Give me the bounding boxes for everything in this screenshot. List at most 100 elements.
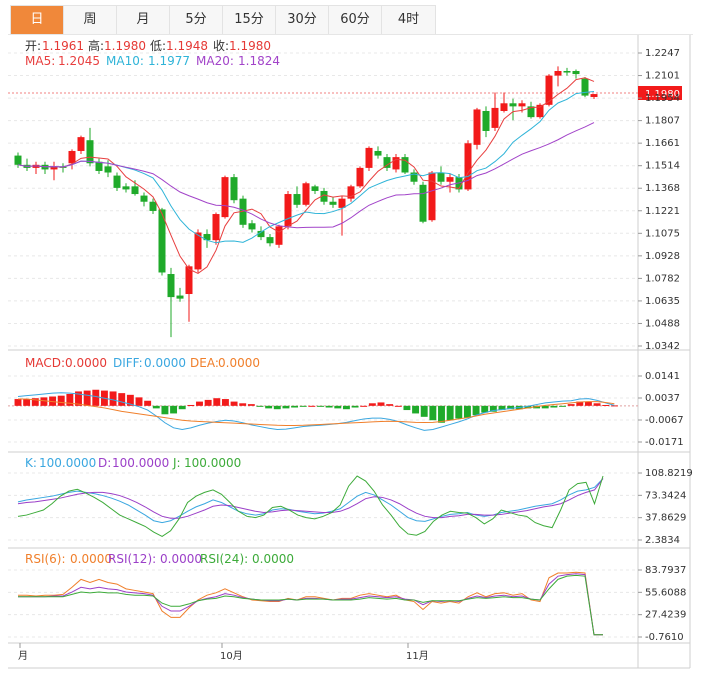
macd-bar [247,404,255,406]
candle-body [410,172,418,182]
low-label: 低: [150,39,166,53]
pane-frames [8,35,691,669]
d-line [17,478,604,519]
tab-month[interactable]: 月 [117,6,170,34]
macd-bar [118,393,126,406]
macd-value: 0.0000 [65,356,107,370]
price-axis-tick-label: 1.0635 [645,296,680,307]
close-label: 收: [213,39,229,53]
candle-body [482,110,490,131]
price-axis-tick-label: 1.0782 [645,273,680,284]
current-price-text: 1.1980 [645,89,680,100]
candle-body [32,164,40,168]
d-value: 100.0000 [112,456,169,470]
candle-body [401,157,409,173]
ma20-value: 1.1824 [238,54,280,68]
candle-body [500,103,508,111]
candle-body [302,183,310,205]
macd-axis-tick-label: -0.0067 [645,415,684,426]
price-axis-tick-label: 1.1661 [645,138,680,149]
macd-bar [196,401,203,406]
macd-bar [584,401,592,406]
rsi12-label: RSI(12): [108,552,156,566]
macd-bar [230,401,238,406]
candle-body [194,232,202,270]
candle-body [545,75,553,105]
macd-bar [342,405,350,410]
price-axis-tick-label: 1.1075 [645,228,680,239]
macd-axis-tick-label: -0.0171 [645,437,684,448]
ma5-line [17,77,595,274]
tab-30min[interactable]: 30分 [276,6,329,34]
rsi-axis-tick-label: 27.4239 [645,610,686,621]
tab-4hour[interactable]: 4时 [397,12,420,27]
tab-week[interactable]: 周 [64,6,117,34]
diff-label: DIFF: [113,356,143,370]
macd-bar [593,403,601,406]
tab-day[interactable]: 日 [11,6,64,34]
ma20-line [17,122,595,229]
close-value: 1.1980 [229,39,271,53]
macd-bar [463,405,471,418]
candle-body [473,109,481,145]
tab-60min[interactable]: 60分 [329,6,382,34]
kdj-axis-tick-label: 2.3834 [645,535,680,546]
macd-bar [317,405,324,407]
macd-bar [92,389,100,406]
rsi24-value: 0.0000 [252,552,294,566]
macd-bar [420,405,428,417]
candle-body [203,234,211,241]
macd-bar [412,405,420,414]
tab-15min[interactable]: 15分 [223,6,276,34]
high-value: 1.1980 [104,39,146,53]
price-axis-tick-label: 1.1807 [645,116,680,127]
macd-bar [57,395,65,406]
price-axis-tick-label: 1.1221 [645,206,680,217]
dea-label: DEA: [190,356,219,370]
macd-bar [221,399,229,406]
candle-body [572,70,580,75]
tab-5min[interactable]: 5分 [170,6,223,34]
candle-body [464,143,472,190]
macd-bar [109,391,117,406]
candle-body [14,155,22,165]
k-line [17,478,604,524]
macd-bar [213,398,221,406]
rsi-axis-tick-label: 83.7937 [645,565,686,576]
candle-body [419,184,427,222]
j-line [17,475,604,538]
candle-body [536,104,544,118]
macd-bar [31,398,39,406]
macd-bar [14,399,22,406]
candle-body [140,195,148,202]
price-axis-tick-label: 1.0342 [645,341,680,352]
candle-body [149,201,157,211]
macd-bar [126,394,134,406]
candle-body [158,209,166,273]
candle-body [167,274,175,298]
candle-body [257,230,265,238]
macd-bar [83,390,91,406]
rsi12-line [18,573,603,636]
ma5-label: MA5: [25,54,55,68]
price-axis-tick-label: 1.0928 [645,251,680,262]
price-axis-tick-label: 1.1368 [645,183,680,194]
macd-bar [394,405,402,407]
candle-body [266,237,274,244]
macd-bar [351,405,359,408]
candle-body [365,147,373,168]
candle-body [347,186,355,199]
price-axis-tick-label: 1.1514 [645,161,680,172]
candle-body [383,157,391,168]
candle-body [446,177,454,182]
candle-body [248,223,256,230]
macd-bar [498,405,506,411]
macd-bar [23,399,31,406]
candle-body [131,186,139,195]
x-axis-label: 月 [18,650,28,662]
macd-bar [273,405,281,410]
macd-bar [360,405,368,407]
candle-body [77,137,85,151]
candle-body [311,186,319,191]
candle-body [212,214,220,241]
